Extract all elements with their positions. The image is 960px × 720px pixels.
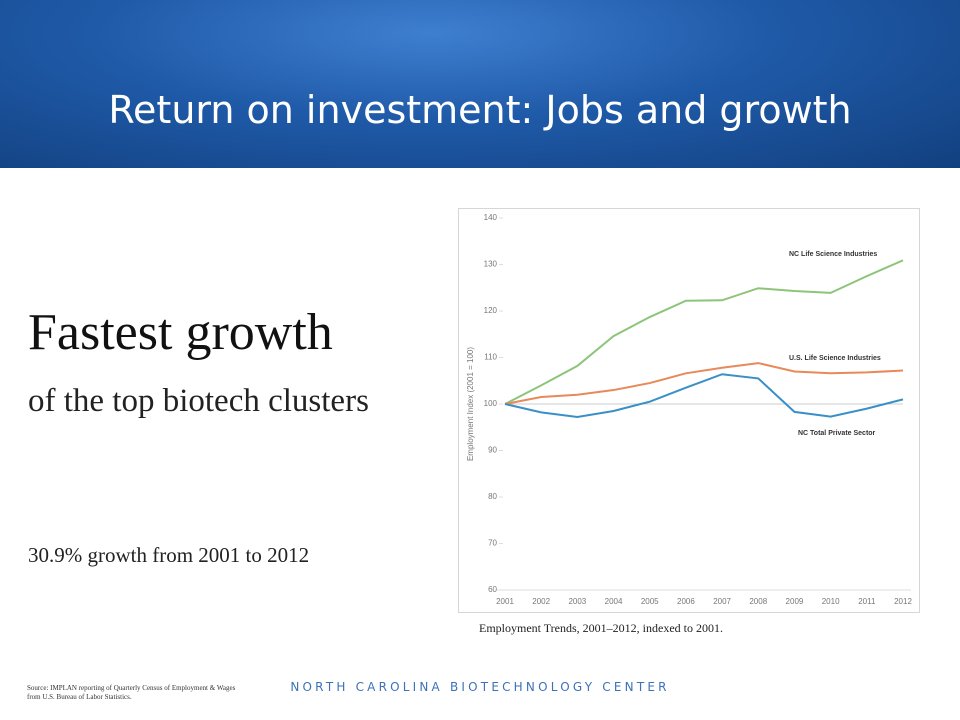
- y-tick-label: 70: [488, 539, 497, 548]
- chart-caption: Employment Trends, 2001–2012, indexed to…: [479, 621, 723, 635]
- series-label: U.S. Life Science Industries: [789, 355, 881, 362]
- x-tick-label: 2007: [713, 597, 731, 606]
- series-line: [504, 259, 904, 405]
- y-tick-label: 100: [484, 399, 498, 408]
- x-tick-label: 2009: [786, 597, 804, 606]
- x-tick-label: 2006: [677, 597, 695, 606]
- x-tick-label: 2002: [532, 597, 550, 606]
- slide-title: Return on investment: Jobs and growth: [108, 88, 852, 132]
- x-tick-label: 2004: [605, 597, 623, 606]
- y-axis-title: Employment Index (2001 = 100): [466, 347, 475, 461]
- x-tick-label: 2010: [822, 597, 840, 606]
- source-note: Source: IMPLAN reporting of Quarterly Ce…: [27, 684, 236, 701]
- y-tick-label: 60: [488, 585, 497, 594]
- x-tick-label: 2011: [858, 597, 876, 606]
- stat-text: 30.9% growth from 2001 to 2012: [28, 543, 310, 567]
- x-tick-label: 2003: [568, 597, 586, 606]
- series-label: NC Life Science Industries: [789, 251, 877, 258]
- chart: Employment Index (2001 = 100) 60 70 80 90 100…: [458, 208, 920, 613]
- y-tick-label: 90: [488, 446, 497, 455]
- y-tick-label: 80: [488, 492, 497, 501]
- y-tick-label: 130: [484, 260, 498, 269]
- series-line: [504, 362, 904, 405]
- x-tick-label: 2001: [496, 597, 514, 606]
- headline: Fastest growth: [28, 304, 333, 361]
- footer: NORTH CAROLINA BIOTECHNOLOGY CENTER: [290, 680, 670, 694]
- subhead: of the top biotech clusters: [28, 383, 369, 419]
- y-tick-label: 120: [484, 306, 498, 315]
- series-line: [504, 373, 904, 419]
- x-tick-label: 2005: [641, 597, 659, 606]
- x-tick-label: 2008: [749, 597, 767, 606]
- x-tick-label: 2012: [894, 597, 912, 606]
- header-band: [0, 0, 960, 168]
- series-label: NC Total Private Sector: [798, 430, 876, 437]
- y-tick-label: 140: [484, 213, 498, 222]
- y-tick-label: 110: [484, 353, 497, 362]
